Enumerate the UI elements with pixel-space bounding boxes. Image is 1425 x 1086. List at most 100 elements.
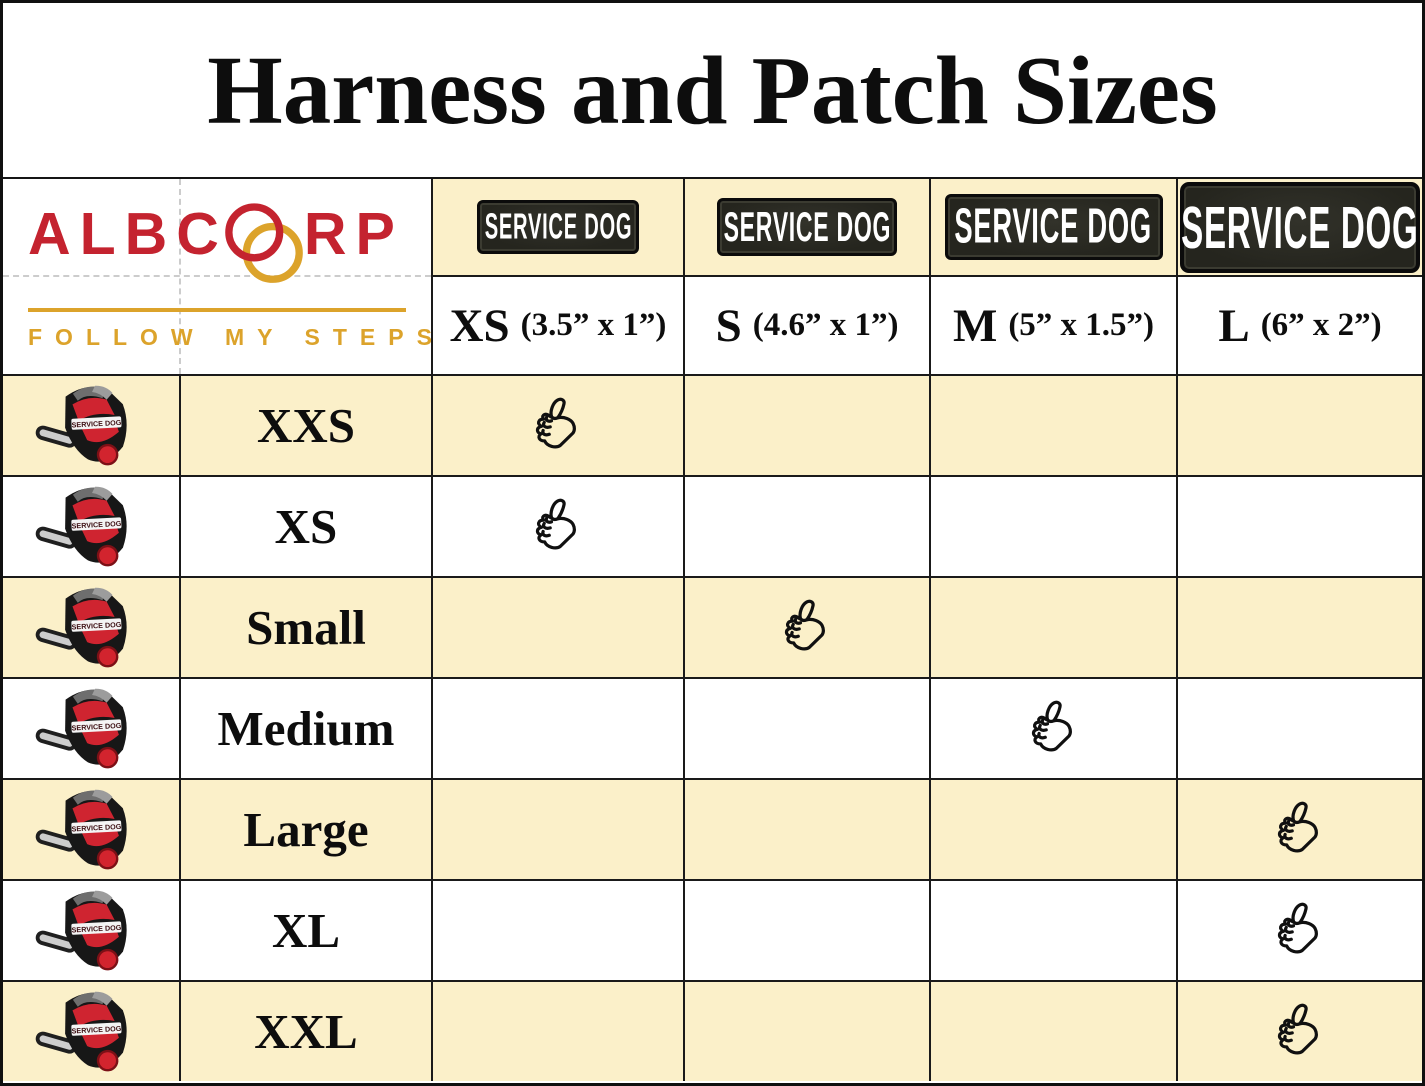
thumbs-up-icon xyxy=(1031,700,1072,751)
dog-harness-icon: SERVICE DOG xyxy=(35,385,127,465)
svg-text:SERVICE DOG: SERVICE DOG xyxy=(71,418,121,429)
harness-image-cell: SERVICE DOG xyxy=(3,982,179,1081)
dog-harness-icon: SERVICE DOG xyxy=(35,789,127,869)
brand-tagline: FOLLOW MY STEPS xyxy=(28,324,445,350)
row-label-medium: Medium xyxy=(181,679,431,778)
fit-cell-xl-s xyxy=(685,881,929,980)
harness-image-cell: SERVICE DOG xyxy=(3,881,179,980)
harness-size-label: Small xyxy=(246,600,366,655)
thumbs-up-icon xyxy=(1277,801,1318,852)
patch-text: SERVICE DOG xyxy=(484,206,632,247)
column-header-s: S (4.6” x 1”) xyxy=(685,277,929,374)
logo-o-rings-icon xyxy=(225,203,303,283)
column-header-m: M (5” x 1.5”) xyxy=(931,277,1176,374)
fit-cell-xxl-xs xyxy=(433,982,683,1081)
dog-harness-icon: SERVICE DOG xyxy=(35,991,127,1071)
svg-text:SERVICE DOG: SERVICE DOG xyxy=(71,519,121,530)
fit-cell-xl-xs xyxy=(433,881,683,980)
brand-text-left: ALBC xyxy=(28,201,228,267)
dashed-guide-horizontal xyxy=(3,275,431,277)
fit-cell-medium-s xyxy=(685,679,929,778)
fit-cell-xs-xs xyxy=(433,477,683,576)
harness-size-label: Large xyxy=(243,802,369,857)
fit-cell-small-m xyxy=(931,578,1176,677)
size-table: ALBC RP FOLLOW MY STEPS SERVICE DOG SERV… xyxy=(3,179,1422,1081)
row-label-xl: XL xyxy=(181,881,431,980)
fit-cell-xxs-xs xyxy=(433,376,683,475)
column-header-l: L (6” x 2”) xyxy=(1178,277,1422,374)
dog-harness-icon: SERVICE DOG xyxy=(35,890,127,970)
patch-image-cell-xs: SERVICE DOG xyxy=(433,179,683,275)
fit-cell-small-xs xyxy=(433,578,683,677)
harness-image-cell: SERVICE DOG xyxy=(3,578,179,677)
row-label-small: Small xyxy=(181,578,431,677)
row-label-large: Large xyxy=(181,780,431,879)
fit-cell-xl-m xyxy=(931,881,1176,980)
harness-size-label: XS xyxy=(274,499,338,554)
fit-cell-xxl-l xyxy=(1178,982,1422,1081)
fit-cell-xs-l xyxy=(1178,477,1422,576)
patch-text: SERVICE DOG xyxy=(954,199,1153,254)
svg-text:SERVICE DOG: SERVICE DOG xyxy=(71,620,121,631)
svg-text:SERVICE DOG: SERVICE DOG xyxy=(71,1024,121,1035)
thumbs-up-icon xyxy=(535,498,576,549)
patch-size-dims: (3.5” x 1”) xyxy=(520,307,667,343)
thumbs-up-icon xyxy=(535,397,576,448)
thumbs-up-icon xyxy=(1277,902,1318,953)
harness-image-cell: SERVICE DOG xyxy=(3,780,179,879)
harness-image-cell: SERVICE DOG xyxy=(3,477,179,576)
harness-image-cell: SERVICE DOG xyxy=(3,376,179,475)
dog-harness-icon: SERVICE DOG xyxy=(35,486,127,566)
fit-cell-medium-xs xyxy=(433,679,683,778)
fit-cell-xs-s xyxy=(685,477,929,576)
fit-cell-medium-l xyxy=(1178,679,1422,778)
thumbs-up-icon xyxy=(784,599,825,650)
patch-text: SERVICE DOG xyxy=(1181,193,1419,261)
harness-size-label: XXS xyxy=(256,398,356,453)
brand-text-right: RP xyxy=(303,201,404,267)
harness-size-label: Medium xyxy=(217,701,395,756)
dog-harness-icon: SERVICE DOG xyxy=(35,587,127,667)
brand-logo-cell: ALBC RP FOLLOW MY STEPS xyxy=(3,179,445,374)
dog-harness-icon: SERVICE DOG xyxy=(35,688,127,768)
patch-size-dims: (6” x 2”) xyxy=(1260,307,1382,343)
brand-wordmark: ALBC RP xyxy=(28,202,406,296)
fit-cell-xl-l xyxy=(1178,881,1422,980)
harness-image-cell: SERVICE DOG xyxy=(3,679,179,778)
fit-cell-large-m xyxy=(931,780,1176,879)
row-label-xxl: XXL xyxy=(181,982,431,1081)
patch-size-letter: L xyxy=(1218,299,1250,352)
fit-cell-small-l xyxy=(1178,578,1422,677)
patch-size-dims: (5” x 1.5”) xyxy=(1008,307,1155,343)
service-dog-patch-l: SERVICE DOG xyxy=(1180,181,1420,273)
harness-size-label: XXL xyxy=(254,1004,358,1059)
svg-text:SERVICE DOG: SERVICE DOG xyxy=(71,923,121,934)
patch-image-cell-l: SERVICE DOG xyxy=(1178,179,1422,275)
fit-cell-xxs-l xyxy=(1178,376,1422,475)
fit-cell-medium-m xyxy=(931,679,1176,778)
fit-cell-xxs-m xyxy=(931,376,1176,475)
thumbs-up-icon xyxy=(1277,1003,1318,1054)
fit-cell-large-xs xyxy=(433,780,683,879)
row-label-xs: XS xyxy=(181,477,431,576)
tagline-rule xyxy=(28,308,406,312)
fit-cell-xs-m xyxy=(931,477,1176,576)
harness-size-label: XL xyxy=(271,903,341,958)
patch-text: SERVICE DOG xyxy=(723,202,891,250)
column-header-xs: XS (3.5” x 1”) xyxy=(433,277,683,374)
service-dog-patch-s: SERVICE DOG xyxy=(717,198,897,256)
patch-size-dims: (4.6” x 1”) xyxy=(752,307,899,343)
svg-text:SERVICE DOG: SERVICE DOG xyxy=(71,721,121,732)
page-title: Harness and Patch Sizes xyxy=(207,36,1218,144)
fit-cell-small-s xyxy=(685,578,929,677)
fit-cell-large-l xyxy=(1178,780,1422,879)
albcorp-logo: ALBC RP FOLLOW MY STEPS xyxy=(28,202,445,351)
fit-cell-xxl-s xyxy=(685,982,929,1081)
svg-text:SERVICE DOG: SERVICE DOG xyxy=(71,822,121,833)
row-label-xxs: XXS xyxy=(181,376,431,475)
patch-size-letter: M xyxy=(952,299,998,352)
patch-image-cell-s: SERVICE DOG xyxy=(685,179,929,275)
patch-image-cell-m: SERVICE DOG xyxy=(931,179,1176,275)
fit-cell-large-s xyxy=(685,780,929,879)
service-dog-patch-m: SERVICE DOG xyxy=(944,194,1163,260)
